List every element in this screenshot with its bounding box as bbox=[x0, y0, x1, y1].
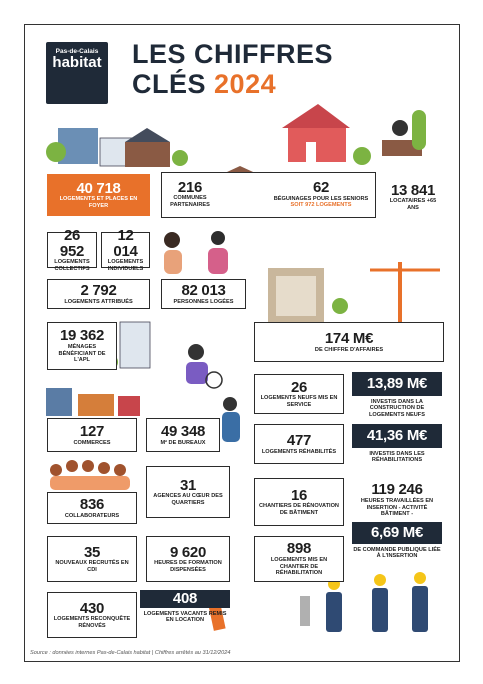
stat-box: 898 LOGEMENTS MIS EN CHANTIER DE RÉHABILI… bbox=[254, 536, 344, 582]
logo: Pas-de-Calais habitat bbox=[46, 42, 108, 104]
stat-value: 49 348 bbox=[160, 422, 206, 440]
stat-box: 6,69 M€ bbox=[352, 522, 442, 544]
stat-box: 9 620 HEURES DE FORMATION DISPENSÉES bbox=[146, 536, 230, 582]
stat-value: 41,36 M€ bbox=[366, 427, 428, 445]
stat-label: M² DE BUREAUX bbox=[160, 439, 206, 446]
stat-label: NOUVEAUX RECRUTÉS EN CDI bbox=[55, 560, 129, 573]
stat-box: 26 LOGEMENTS NEUFS MIS EN SERVICE bbox=[254, 374, 344, 414]
stat-label: INVESTIS DANS LA CONSTRUCTION DE LOGEMEN… bbox=[369, 399, 425, 418]
apl-scene bbox=[102, 321, 223, 389]
stat-label: BÉGUINAGES POUR LES SENIORS bbox=[273, 195, 369, 202]
title: LES CHIFFRES CLÉS 2024 bbox=[132, 39, 334, 100]
frame bbox=[24, 24, 460, 662]
stat-value: 13,89 M€ bbox=[366, 375, 428, 393]
stat-box: 16 CHANTIERS DE RÉNOVATION DE BÂTIMENT bbox=[254, 478, 344, 526]
stat-value: 174 M€ bbox=[324, 329, 374, 347]
stat-label: MÉNAGES BÉNÉFICIANT DE L'APL bbox=[58, 344, 106, 364]
stat-box: 836 COLLABORATEURS bbox=[47, 492, 137, 524]
stat-note: SOIT 972 LOGEMENTS bbox=[290, 202, 352, 209]
stat-box: 62 BÉGUINAGES POUR LES SENIORS SOIT 972 LO… bbox=[268, 174, 374, 214]
stat-value: 6,69 M€ bbox=[370, 524, 424, 542]
buildings-top bbox=[46, 104, 426, 167]
stat-box: 216 COMMUNES PARTENAIRES bbox=[164, 174, 216, 214]
title-cles: CLÉS bbox=[132, 68, 207, 99]
stat-label: LOGEMENTS COLLECTIFS bbox=[54, 259, 90, 272]
stat-box: 2 792 LOGEMENTS ATTRIBUÉS bbox=[47, 279, 150, 309]
stat-label: HEURES DE FORMATION DISPENSÉES bbox=[154, 560, 222, 573]
logo-top: Pas-de-Calais bbox=[55, 48, 99, 55]
stat-box: 119 246 HEURES TRAVAILLÉES EN INSERTION -… bbox=[352, 478, 442, 522]
stat-box: 41,36 M€ bbox=[352, 424, 442, 448]
stat-box: 430 LOGEMENTS RECONQUÊTE RÉNOVÉS bbox=[47, 592, 137, 638]
stat-label: COMMERCES bbox=[73, 439, 111, 446]
stat-value: 40 718 bbox=[76, 179, 121, 197]
stat-label: LOGEMENTS VACANTS REMIS EN LOCATION bbox=[143, 611, 227, 624]
stat-value: 408 bbox=[172, 590, 198, 608]
stat-label: DE COMMANDE PUBLIQUE LIÉE À L'INSERTION bbox=[353, 547, 441, 560]
stat-label: LOGEMENTS INDIVIDUELS bbox=[107, 259, 144, 272]
stat-value: 119 246 bbox=[371, 481, 423, 499]
stat-box: 13,89 M€ bbox=[352, 372, 442, 396]
stat-value: 430 bbox=[79, 599, 105, 617]
stat-value: 26 952 bbox=[59, 226, 85, 260]
stat-value: 19 362 bbox=[59, 327, 105, 345]
stat-box: 40 718 LOGEMENTS ET PLACES EN FOYER bbox=[47, 174, 150, 216]
stat-box: 26 952 LOGEMENTS COLLECTIFS bbox=[47, 228, 97, 272]
stat-label: COLLABORATEURS bbox=[64, 512, 120, 519]
stat-box: 49 348 M² DE BUREAUX bbox=[146, 418, 220, 452]
stat-value: 9 620 bbox=[169, 543, 207, 561]
stat-box: 35 NOUVEAUX RECRUTÉS EN CDI bbox=[47, 536, 137, 582]
logo-bottom: habitat bbox=[52, 54, 102, 71]
stat-value: 898 bbox=[286, 540, 312, 558]
shops-and-people bbox=[46, 388, 240, 490]
stat-value: 82 013 bbox=[181, 281, 226, 299]
stat-value: 12 014 bbox=[113, 226, 138, 260]
stat-value: 31 bbox=[179, 476, 197, 494]
stat-label: CHANTIERS DE RÉNOVATION DE BÂTIMENT bbox=[259, 503, 339, 516]
stat-label: DE CHIFFRE D'AFFAIRES bbox=[314, 346, 384, 353]
stat-value: 836 bbox=[79, 495, 105, 513]
stat-box: 408 bbox=[140, 590, 230, 608]
stat-label: AGENCES AU CŒUR DES QUARTIERS bbox=[153, 493, 223, 506]
stat-value: 127 bbox=[79, 422, 105, 440]
stat-label: LOGEMENTS ATTRIBUÉS bbox=[64, 298, 133, 305]
construction bbox=[268, 262, 440, 362]
stat-box: 31 AGENCES AU CŒUR DES QUARTIERS bbox=[146, 466, 230, 518]
stat-label: LOGEMENTS ET PLACES EN FOYER bbox=[59, 196, 138, 209]
stat-value: 35 bbox=[83, 543, 101, 561]
stat-label: PERSONNES LOGÉES bbox=[173, 298, 234, 305]
title-line2: CLÉS 2024 bbox=[132, 68, 333, 100]
stat-value: 62 bbox=[312, 178, 330, 196]
stat-box: 174 M€ DE CHIFFRE D'AFFAIRES bbox=[254, 322, 444, 362]
stat-value: 477 bbox=[286, 431, 312, 449]
stat-label: HEURES TRAVAILLÉES EN INSERTION - ACTIVI… bbox=[360, 498, 434, 518]
stat-label: INVESTIS DANS LES RÉHABILITATIONS bbox=[369, 451, 425, 464]
stat-value: 16 bbox=[290, 486, 308, 504]
stat-label: LOGEMENTS RÉHABILITÉS bbox=[261, 448, 337, 455]
stat-value: 2 792 bbox=[80, 281, 117, 299]
stat-value: 216 bbox=[177, 178, 203, 196]
title-line1: LES CHIFFRES bbox=[132, 39, 334, 69]
stat-box: 127 COMMERCES bbox=[47, 418, 137, 452]
title-year: 2024 bbox=[214, 68, 277, 99]
stat-box: 13 841 LOCATAIRES +65 ANS bbox=[384, 178, 442, 216]
stat-label: LOGEMENTS MIS EN CHANTIER DE RÉHABILITAT… bbox=[270, 557, 328, 577]
communes-box bbox=[161, 172, 376, 218]
stat-value: 13 841 bbox=[390, 181, 436, 199]
people-logees bbox=[164, 231, 228, 274]
stat-box: 82 013 PERSONNES LOGÉES bbox=[161, 279, 246, 309]
stat-label: COMMUNES PARTENAIRES bbox=[170, 195, 210, 208]
stat-label: LOGEMENTS RECONQUÊTE RÉNOVÉS bbox=[53, 616, 131, 629]
stat-label: LOGEMENTS NEUFS MIS EN SERVICE bbox=[260, 395, 338, 408]
stat-box: 12 014 LOGEMENTS INDIVIDUELS bbox=[101, 228, 150, 272]
footer: Source : données internes Pas-de-Calais … bbox=[30, 650, 231, 656]
stat-value: 26 bbox=[290, 378, 308, 396]
stat-box: 477 LOGEMENTS RÉHABILITÉS bbox=[254, 424, 344, 464]
stat-label: LOCATAIRES +65 ANS bbox=[389, 198, 437, 211]
stat-box: 19 362 MÉNAGES BÉNÉFICIANT DE L'APL bbox=[47, 322, 117, 370]
workers bbox=[206, 572, 428, 632]
